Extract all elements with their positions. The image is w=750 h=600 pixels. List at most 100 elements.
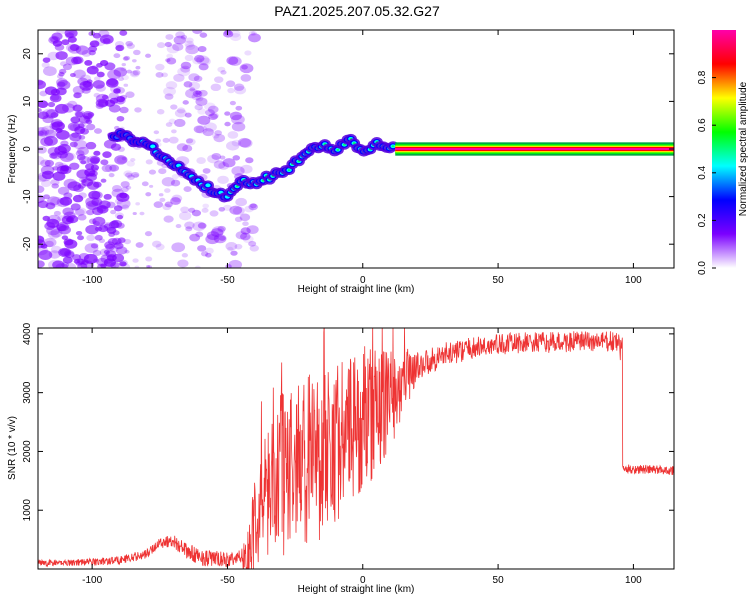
- colorbar-gradient: [712, 30, 736, 268]
- noise-blob: [155, 243, 165, 251]
- x-tick-label: 0: [360, 275, 366, 286]
- noise-blob: [99, 34, 114, 45]
- noise-blob: [131, 171, 140, 178]
- noise-blob: [192, 90, 203, 98]
- noise-blob: [229, 111, 242, 121]
- spectrogram-ridge: [107, 128, 400, 203]
- noise-blob: [192, 221, 206, 232]
- noise-blob: [230, 33, 242, 42]
- noise-blob: [185, 226, 193, 232]
- noise-blob: [145, 159, 153, 165]
- noise-blob: [202, 203, 210, 209]
- noise-blob: [105, 243, 115, 251]
- noise-blob: [51, 121, 65, 131]
- noise-blob: [213, 160, 226, 169]
- noise-blob: [85, 119, 93, 125]
- noise-blob: [171, 194, 183, 203]
- noise-blob: [184, 112, 192, 118]
- noise-blob: [86, 65, 99, 75]
- noise-blob: [123, 238, 132, 245]
- noise-blob: [108, 92, 119, 100]
- noise-blob: [38, 133, 46, 141]
- noise-blob: [218, 235, 226, 241]
- noise-blob: [119, 106, 129, 114]
- noise-blob: [85, 173, 97, 182]
- noise-blob: [155, 63, 165, 71]
- x-tick-label: 50: [493, 275, 505, 286]
- noise-blob: [185, 138, 194, 144]
- noise-blob: [38, 111, 49, 120]
- noise-blob: [96, 205, 109, 214]
- noise-blob: [110, 261, 120, 268]
- noise-blob: [42, 215, 51, 222]
- noise-blob: [47, 101, 56, 108]
- ridge-inner: [150, 144, 156, 149]
- noise-blob: [141, 181, 149, 187]
- noise-blob: [49, 35, 59, 42]
- noise-blob: [248, 31, 256, 36]
- noise-blob: [197, 245, 207, 252]
- noise-blob: [61, 39, 70, 46]
- colorbar-tick-label: 0.0: [697, 261, 708, 275]
- noise-blob: [67, 36, 77, 43]
- noise-blob: [38, 250, 53, 260]
- snr-y-axis-title: SNR (10 * v/v): [7, 416, 18, 480]
- noise-blob: [74, 208, 85, 216]
- noise-blob: [57, 81, 66, 88]
- noise-blob: [89, 42, 96, 48]
- noise-blob: [85, 141, 97, 150]
- noise-blob: [38, 126, 46, 135]
- noise-blob: [106, 226, 117, 234]
- spectrogram-carrier-band: [395, 142, 674, 156]
- noise-blob: [222, 158, 236, 168]
- noise-blob: [83, 253, 98, 264]
- x-tick-label: 100: [625, 275, 642, 286]
- noise-blob: [198, 89, 208, 97]
- noise-blob: [59, 196, 73, 206]
- noise-blob: [39, 129, 48, 136]
- noise-blob: [61, 235, 69, 240]
- figure-title: PAZ1.2025.207.05.32.G27: [274, 3, 440, 19]
- noise-blob: [120, 67, 127, 72]
- noise-blob: [245, 157, 254, 164]
- noise-blob: [111, 220, 119, 225]
- noise-blob: [173, 35, 186, 45]
- noise-blob: [180, 34, 188, 40]
- noise-blob: [218, 206, 226, 212]
- noise-blob: [56, 197, 70, 208]
- noise-blob: [50, 36, 61, 44]
- noise-blob: [164, 188, 171, 193]
- noise-blob: [249, 244, 259, 252]
- noise-blob: [211, 153, 222, 160]
- noise-blob: [63, 250, 75, 258]
- noise-blob: [211, 226, 225, 236]
- noise-blob: [51, 32, 63, 41]
- noise-blob: [115, 45, 124, 52]
- noise-blob: [248, 203, 258, 211]
- noise-blob: [172, 42, 184, 51]
- noise-blob: [61, 103, 76, 113]
- snr-x-axis-title: Height of straight line (km): [298, 584, 415, 595]
- noise-blob: [214, 130, 222, 136]
- spectrogram-x-ticks: -100 -50 0 50 100: [82, 30, 642, 286]
- colorbar: 0.0 0.2 0.4 0.6 0.8 Normalized spectral ampl…: [697, 30, 749, 275]
- noise-blob: [166, 53, 174, 59]
- noise-blob: [38, 200, 49, 209]
- noise-blob: [188, 207, 196, 213]
- noise-blob: [122, 56, 129, 61]
- noise-blob: [64, 239, 78, 249]
- y-tick-label: 0: [22, 146, 33, 152]
- noise-blob: [82, 111, 94, 120]
- noise-blob: [93, 92, 101, 98]
- noise-blob: [73, 184, 84, 193]
- noise-blob: [46, 225, 60, 236]
- noise-blob: [65, 32, 74, 39]
- noise-blob: [116, 96, 125, 103]
- noise-blob: [49, 152, 58, 159]
- noise-blob: [80, 74, 92, 83]
- noise-blob: [231, 139, 242, 147]
- noise-blob: [120, 181, 130, 188]
- noise-blob: [103, 193, 112, 200]
- noise-blob: [50, 119, 63, 128]
